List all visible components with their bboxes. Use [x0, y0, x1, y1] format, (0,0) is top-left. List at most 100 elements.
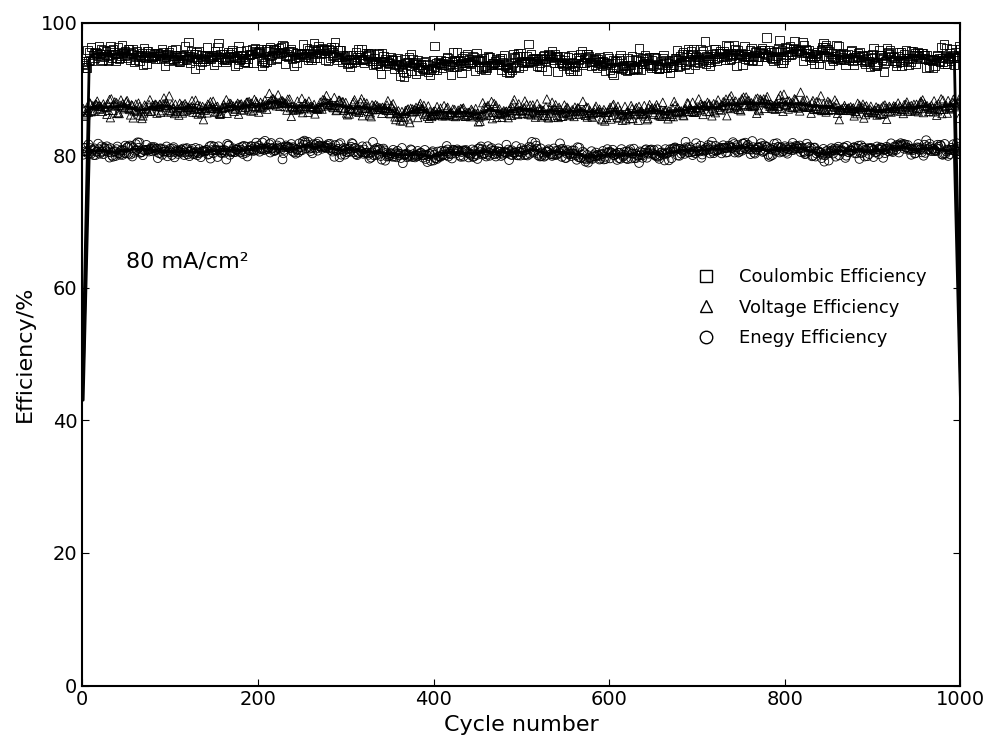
Point [289, 57, 305, 69]
Point [228, 100, 244, 112]
Point [545, 53, 561, 65]
Point [683, 103, 699, 115]
Point [199, 106, 215, 118]
Point [848, 50, 864, 62]
Point [548, 50, 564, 62]
Point [693, 48, 709, 60]
Point [635, 152, 651, 164]
Point [889, 105, 905, 117]
Point [916, 98, 932, 109]
Point [838, 150, 854, 162]
Point [395, 158, 411, 170]
Point [383, 108, 399, 120]
Point [909, 46, 925, 58]
Point [306, 142, 322, 154]
Point [431, 105, 447, 117]
Point [705, 146, 721, 158]
Point [506, 94, 522, 106]
Point [748, 144, 764, 156]
Point [727, 146, 743, 158]
Point [400, 103, 416, 115]
Point [400, 56, 416, 68]
Point [898, 142, 914, 154]
Point [180, 101, 196, 113]
Point [765, 103, 781, 115]
Point [553, 57, 569, 69]
Point [525, 145, 541, 157]
Point [501, 104, 517, 116]
Point [230, 98, 246, 109]
Point [592, 106, 608, 118]
Point [506, 51, 522, 63]
Point [545, 104, 561, 116]
Point [281, 141, 297, 153]
Point [679, 48, 695, 60]
Point [266, 146, 282, 158]
Point [438, 110, 454, 122]
Point [659, 108, 675, 120]
Point [426, 40, 442, 53]
Point [373, 150, 389, 162]
Point [882, 144, 898, 156]
Point [368, 145, 384, 157]
Point [924, 55, 940, 67]
Point [423, 64, 439, 76]
Point [732, 104, 748, 116]
Point [619, 64, 635, 76]
Point [318, 142, 334, 154]
Point [100, 55, 116, 67]
Point [717, 142, 733, 154]
Point [386, 63, 402, 75]
Point [569, 154, 585, 166]
Point [280, 50, 296, 62]
Point [89, 46, 105, 58]
Point [484, 58, 500, 70]
Point [667, 53, 683, 64]
Point [350, 147, 366, 159]
Point [128, 51, 144, 63]
Point [128, 98, 144, 110]
Point [394, 62, 410, 74]
Point [459, 106, 475, 118]
Point [822, 146, 838, 158]
Point [761, 99, 777, 111]
Point [912, 53, 928, 64]
Point [454, 146, 470, 158]
Point [873, 107, 889, 119]
Point [411, 64, 427, 76]
Point [911, 103, 927, 115]
Point [326, 151, 342, 163]
Point [595, 145, 611, 157]
Point [548, 145, 564, 157]
Point [625, 148, 641, 160]
Point [296, 47, 312, 59]
Point [614, 114, 630, 126]
Point [866, 144, 882, 156]
Point [873, 141, 889, 153]
Point [592, 55, 608, 67]
Point [726, 138, 742, 150]
Point [702, 60, 718, 72]
Point [779, 94, 795, 106]
Point [251, 45, 267, 57]
Point [102, 142, 118, 154]
Point [476, 52, 492, 64]
Point [83, 148, 99, 160]
Point [578, 101, 594, 113]
Point [174, 99, 190, 111]
Point [917, 100, 933, 112]
Point [823, 142, 839, 154]
Point [423, 110, 439, 122]
Point [652, 110, 668, 122]
Point [379, 55, 395, 67]
Point [606, 69, 622, 81]
Point [498, 146, 514, 158]
Point [383, 52, 399, 64]
Point [765, 55, 781, 67]
Point [162, 104, 178, 116]
Point [861, 106, 877, 118]
Point [644, 102, 660, 114]
Point [757, 44, 773, 56]
Point [871, 103, 887, 115]
Point [328, 145, 344, 157]
